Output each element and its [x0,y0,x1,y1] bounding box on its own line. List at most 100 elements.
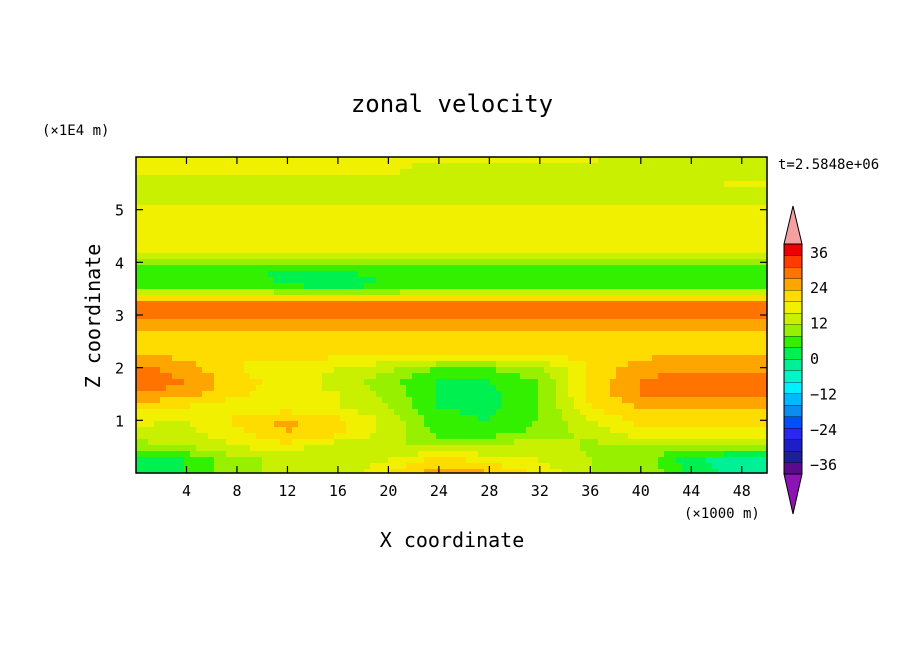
contour-cell [628,271,635,278]
contour-cell [196,367,203,374]
contour-cell [520,379,527,386]
contour-cell [754,259,761,266]
contour-cell [634,289,641,296]
contour-cell [754,343,761,350]
contour-cell [376,349,383,356]
contour-cell [436,295,443,302]
contour-cell [364,391,371,398]
contour-cell [460,301,467,308]
contour-cell [634,319,641,326]
contour-cell [340,367,347,374]
contour-cell [376,163,383,170]
contour-cell [394,307,401,314]
contour-cell [550,253,557,260]
contour-cell [658,193,665,200]
contour-cell [316,433,323,440]
contour-cell [658,229,665,236]
contour-cell [628,301,635,308]
contour-cell [556,163,563,170]
contour-cell [670,265,677,272]
contour-cell [340,391,347,398]
contour-cell [166,217,173,224]
contour-cell [556,199,563,206]
contour-cell [190,379,197,386]
contour-cell [142,373,149,380]
contour-cell [316,205,323,212]
contour-cell [442,217,449,224]
contour-cell [562,211,569,218]
contour-cell [748,313,755,320]
contour-cell [328,157,335,164]
contour-cell [142,397,149,404]
contour-cell [358,343,365,350]
contour-cell [628,283,635,290]
contour-cell [364,379,371,386]
contour-cell [268,229,275,236]
contour-cell [538,325,545,332]
contour-cell [364,349,371,356]
contour-cell [340,343,347,350]
contour-cell [280,199,287,206]
contour-cell [724,253,731,260]
contour-cell [232,313,239,320]
contour-cell [748,385,755,392]
contour-cell [658,217,665,224]
contour-cell [550,241,557,248]
contour-cell [748,193,755,200]
contour-cell [184,325,191,332]
contour-cell [676,325,683,332]
contour-cell [430,277,437,284]
contour-cell [538,175,545,182]
contour-cell [652,283,659,290]
contour-cell [472,415,479,422]
contour-cell [202,301,209,308]
contour-cell [448,253,455,260]
contour-cell [196,289,203,296]
contour-cell [298,301,305,308]
contour-cell [214,223,221,230]
contour-cell [658,271,665,278]
contour-cell [688,349,695,356]
contour-cell [496,433,503,440]
contour-cell [226,343,233,350]
contour-cell [592,409,599,416]
contour-cell [586,181,593,188]
contour-cell [262,241,269,248]
contour-cell [322,343,329,350]
contour-cell [358,349,365,356]
contour-cell [760,379,767,386]
contour-cell [340,199,347,206]
contour-cell [172,289,179,296]
contour-cell [418,283,425,290]
contour-cell [442,193,449,200]
contour-cell [304,403,311,410]
contour-cell [304,163,311,170]
contour-cell [754,331,761,338]
contour-cell [298,319,305,326]
contour-cell [364,409,371,416]
contour-cell [652,415,659,422]
contour-cell [424,265,431,272]
contour-cell [196,421,203,428]
contour-cell [514,415,521,422]
contour-cell [646,211,653,218]
contour-cell [724,277,731,284]
contour-cell [664,373,671,380]
contour-cell [226,163,233,170]
contour-cell [532,379,539,386]
contour-cell [376,325,383,332]
contour-cell [628,319,635,326]
contour-cell [364,181,371,188]
contour-cell [214,307,221,314]
contour-cell [454,157,461,164]
contour-cell [730,295,737,302]
contour-cell [514,241,521,248]
contour-cell [142,325,149,332]
contour-cell [508,349,515,356]
contour-cell [562,259,569,266]
contour-cell [166,295,173,302]
contour-cell [328,211,335,218]
contour-cell [412,331,419,338]
contour-cell [478,199,485,206]
contour-cell [532,163,539,170]
